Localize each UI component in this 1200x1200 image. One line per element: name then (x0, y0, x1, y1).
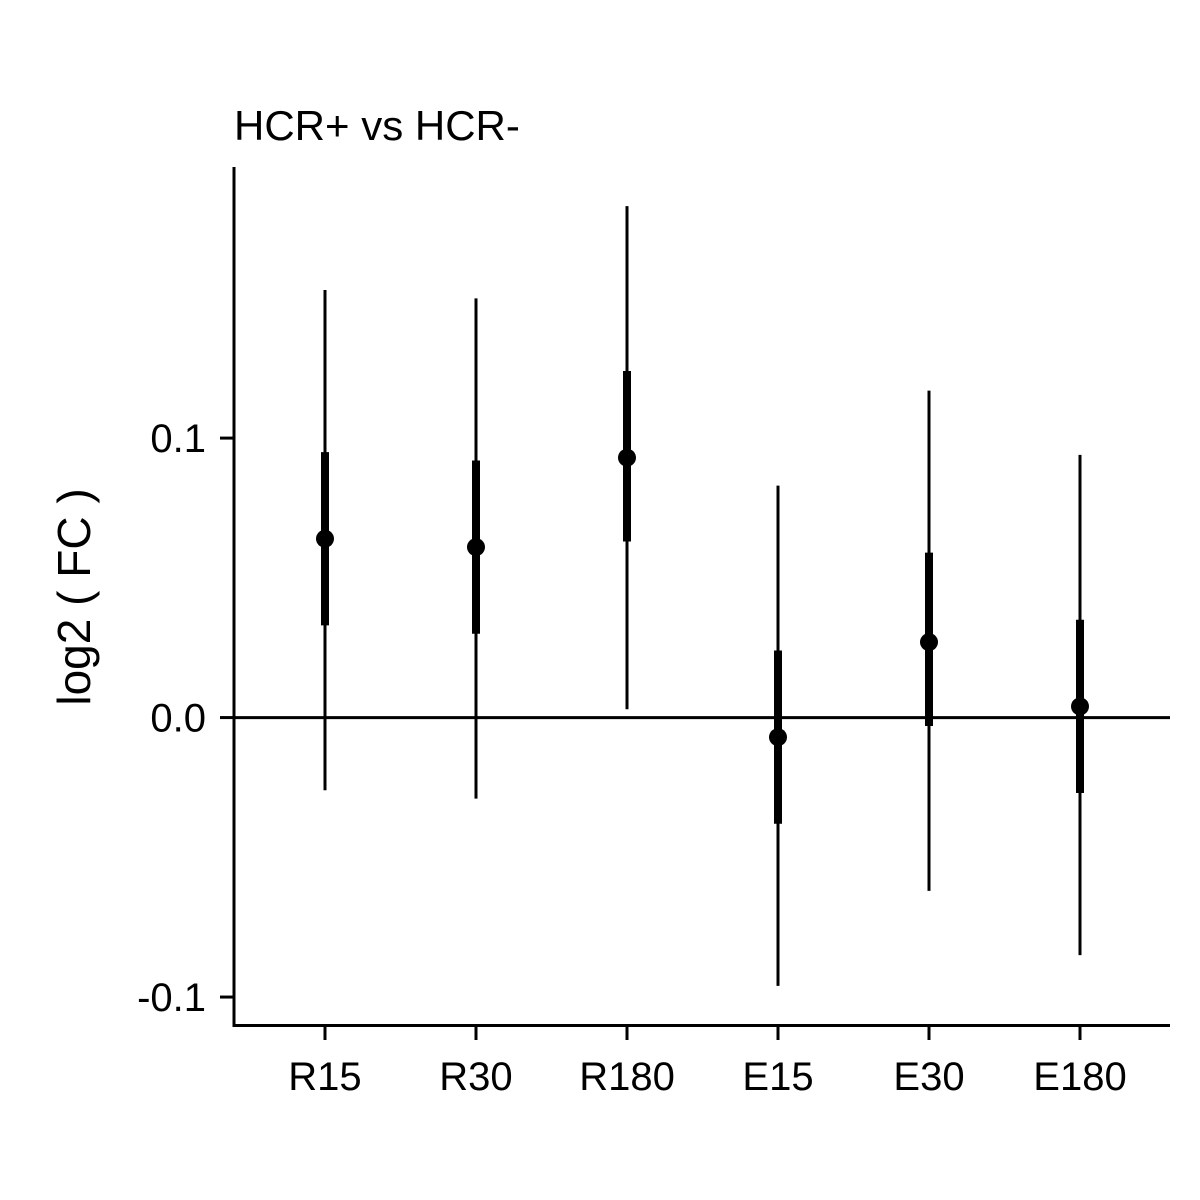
x-tick-label: R15 (288, 1055, 361, 1099)
x-tick-label: E180 (1033, 1055, 1126, 1099)
estimate-point-E180 (1071, 697, 1089, 716)
estimate-point-E30 (920, 633, 938, 652)
x-tick-label: E30 (893, 1055, 964, 1099)
y-tick-label: 0.1 (150, 417, 206, 461)
estimate-point-E15 (769, 728, 787, 747)
chart-title: HCR+ vs HCR- (234, 102, 520, 149)
x-tick-label: R30 (439, 1055, 512, 1099)
x-tick-label: R180 (579, 1055, 675, 1099)
estimate-point-R15 (316, 529, 334, 548)
x-tick-label: E15 (742, 1055, 813, 1099)
estimate-point-R30 (467, 538, 485, 557)
y-tick-label: 0.0 (150, 697, 206, 741)
y-tick-label: -0.1 (137, 976, 206, 1020)
y-axis-label: log2 ( FC ) (48, 488, 100, 705)
plot-layer: -0.1 0.0 0.1 R15 R30 R180 E15 E30 E180 (137, 206, 1170, 1099)
estimate-point-R180 (618, 448, 636, 467)
